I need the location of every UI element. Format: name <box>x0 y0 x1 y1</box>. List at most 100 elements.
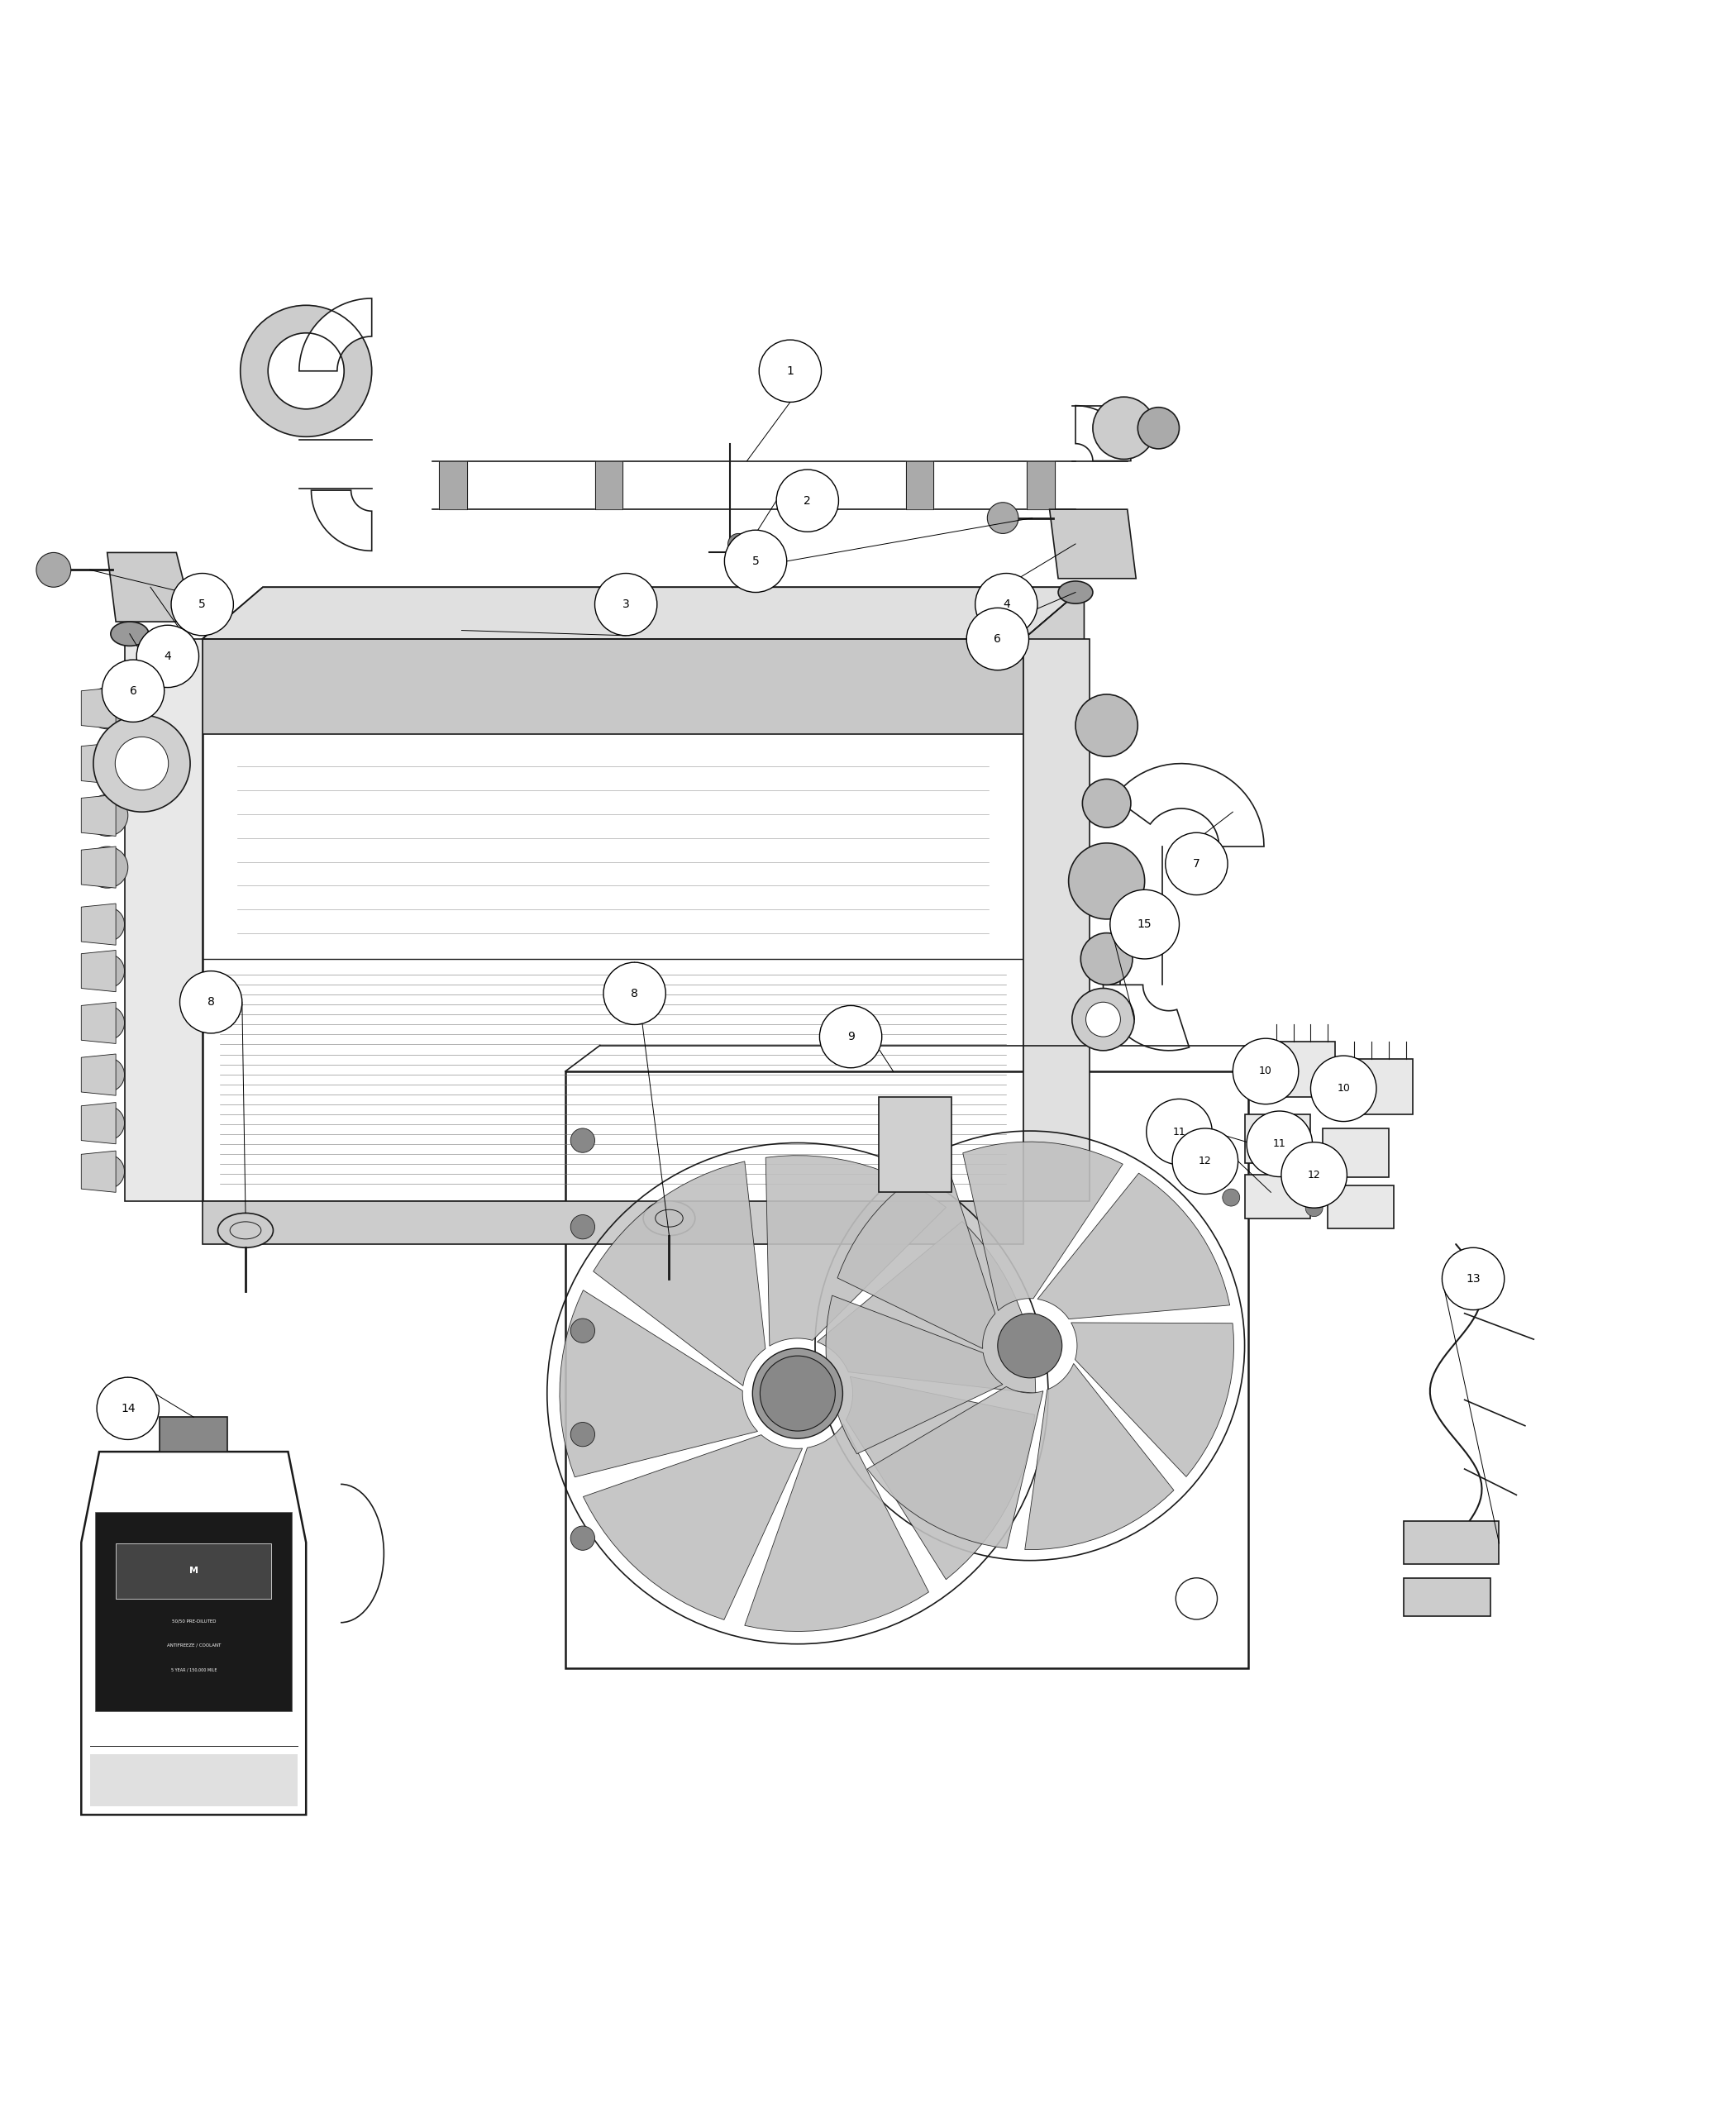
Circle shape <box>1233 1039 1299 1105</box>
Polygon shape <box>1024 588 1085 1202</box>
Bar <box>1404 1520 1500 1564</box>
Text: 10: 10 <box>1337 1084 1351 1094</box>
Polygon shape <box>1102 984 1189 1050</box>
Polygon shape <box>82 1452 306 1815</box>
Circle shape <box>1311 1056 1377 1121</box>
Bar <box>1340 1058 1413 1115</box>
Text: 4: 4 <box>165 651 172 662</box>
Circle shape <box>1087 1001 1120 1037</box>
Circle shape <box>1305 1199 1323 1216</box>
Polygon shape <box>82 951 116 991</box>
Bar <box>160 1417 227 1452</box>
Text: 12: 12 <box>1198 1155 1212 1166</box>
Polygon shape <box>559 1290 757 1478</box>
Bar <box>1262 1041 1335 1098</box>
Polygon shape <box>1024 1364 1174 1549</box>
Circle shape <box>87 795 128 837</box>
Circle shape <box>724 529 786 592</box>
Polygon shape <box>845 1377 1035 1579</box>
Polygon shape <box>566 1071 1248 1667</box>
Text: 13: 13 <box>1465 1273 1481 1284</box>
Circle shape <box>181 972 241 1033</box>
Circle shape <box>90 1058 125 1092</box>
Polygon shape <box>299 299 372 371</box>
Circle shape <box>571 1128 595 1153</box>
Circle shape <box>1069 843 1144 919</box>
Circle shape <box>137 626 200 687</box>
Polygon shape <box>1038 1174 1229 1320</box>
Polygon shape <box>203 1202 1024 1244</box>
Text: 12: 12 <box>1307 1170 1321 1180</box>
Polygon shape <box>203 639 1024 1202</box>
Circle shape <box>115 738 168 790</box>
Ellipse shape <box>217 1212 273 1248</box>
Ellipse shape <box>111 622 149 645</box>
Circle shape <box>90 953 125 989</box>
Polygon shape <box>826 1296 1003 1455</box>
Circle shape <box>571 1423 595 1446</box>
Text: 11: 11 <box>1272 1138 1286 1149</box>
Circle shape <box>967 607 1029 670</box>
Circle shape <box>1137 407 1179 449</box>
Text: 15: 15 <box>1137 919 1153 930</box>
Bar <box>95 1511 292 1712</box>
Polygon shape <box>583 1436 802 1619</box>
Text: 3: 3 <box>621 599 630 609</box>
Polygon shape <box>82 1102 116 1145</box>
Text: 5: 5 <box>752 554 759 567</box>
Text: 14: 14 <box>122 1402 135 1414</box>
Text: 6: 6 <box>995 632 1002 645</box>
Text: 50/50 PRE-DILUTED: 50/50 PRE-DILUTED <box>172 1619 215 1623</box>
Circle shape <box>90 906 125 942</box>
Circle shape <box>1267 1062 1285 1079</box>
Circle shape <box>988 502 1019 533</box>
Circle shape <box>1443 1248 1505 1309</box>
Bar <box>90 1754 297 1807</box>
Circle shape <box>97 1377 160 1440</box>
Circle shape <box>1222 1189 1240 1206</box>
Polygon shape <box>818 1221 1036 1393</box>
Text: 8: 8 <box>207 997 215 1008</box>
Circle shape <box>1281 1143 1347 1208</box>
Text: 11: 11 <box>1174 1126 1186 1136</box>
Circle shape <box>1092 396 1154 460</box>
Circle shape <box>571 1320 595 1343</box>
Bar <box>116 1543 271 1598</box>
Polygon shape <box>82 1151 116 1193</box>
Circle shape <box>87 847 128 887</box>
Text: ANTIFREEZE / COOLANT: ANTIFREEZE / COOLANT <box>167 1644 220 1648</box>
Circle shape <box>571 1526 595 1549</box>
Circle shape <box>90 1006 125 1039</box>
Text: 6: 6 <box>130 685 137 696</box>
Polygon shape <box>1076 405 1130 462</box>
Bar <box>1245 1115 1311 1164</box>
Circle shape <box>752 1349 842 1438</box>
Circle shape <box>90 1155 125 1189</box>
Polygon shape <box>82 687 116 729</box>
Ellipse shape <box>1059 582 1092 603</box>
Circle shape <box>1073 989 1134 1050</box>
Circle shape <box>998 1313 1062 1379</box>
Polygon shape <box>1115 763 1264 847</box>
Circle shape <box>604 963 665 1024</box>
Bar <box>878 1098 951 1193</box>
Bar <box>1245 1174 1311 1218</box>
Text: 10: 10 <box>1259 1067 1272 1077</box>
Text: 5 YEAR / 150,000 MILE: 5 YEAR / 150,000 MILE <box>170 1667 217 1672</box>
Polygon shape <box>1071 1322 1234 1478</box>
Circle shape <box>595 573 656 635</box>
Bar <box>1323 1128 1389 1176</box>
Circle shape <box>1109 890 1179 959</box>
Text: 2: 2 <box>804 495 811 506</box>
Circle shape <box>94 715 191 812</box>
Polygon shape <box>203 588 1085 639</box>
Polygon shape <box>125 639 203 1202</box>
Polygon shape <box>963 1143 1123 1311</box>
Polygon shape <box>82 742 116 784</box>
Circle shape <box>102 660 165 723</box>
Circle shape <box>1082 934 1132 984</box>
Circle shape <box>1165 833 1227 896</box>
Circle shape <box>1345 1079 1363 1098</box>
Circle shape <box>87 742 128 784</box>
Polygon shape <box>745 1425 929 1632</box>
